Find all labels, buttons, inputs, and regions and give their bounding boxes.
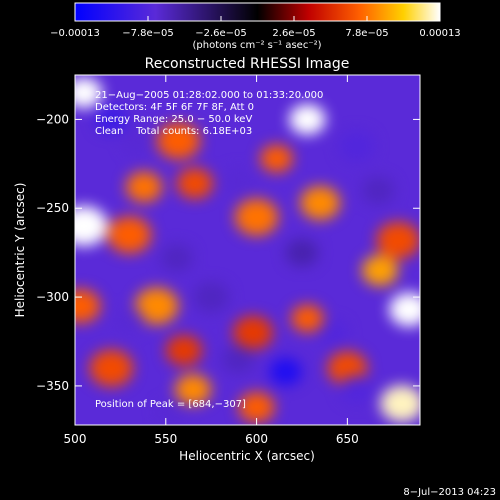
positive-emission-blob bbox=[232, 315, 273, 350]
y-tick-label: −250 bbox=[36, 201, 69, 215]
negative-emission-blob bbox=[160, 244, 194, 272]
positive-emission-blob bbox=[165, 334, 203, 366]
positive-emission-blob bbox=[107, 216, 152, 254]
heatmap-image bbox=[75, 75, 420, 425]
positive-emission-blob bbox=[361, 254, 399, 286]
negative-emission-blob bbox=[114, 307, 144, 333]
positive-emission-blob bbox=[289, 103, 326, 135]
negative-emission-blob bbox=[94, 105, 128, 134]
chart-title: Reconstructed RHESSI Image bbox=[145, 56, 350, 72]
axis-ticks: 500 550 600 650 −200 −250 −300 −350 bbox=[36, 75, 420, 446]
annotation-total-counts: Clean Total counts: 6.18E+03 bbox=[95, 126, 252, 137]
y-tick-label: −300 bbox=[36, 290, 69, 304]
negative-emission-blob bbox=[269, 357, 302, 386]
colorbar-tick-label: −2.6e−05 bbox=[195, 28, 247, 39]
positive-emission-blob bbox=[75, 77, 103, 109]
negative-emission-blob bbox=[340, 375, 373, 404]
negative-emission-blob bbox=[222, 345, 255, 374]
colorbar bbox=[74, 2, 441, 22]
negative-emission-blob bbox=[338, 130, 375, 162]
positive-emission-blob bbox=[156, 122, 201, 160]
y-tick-label: −350 bbox=[36, 379, 69, 393]
colorbar-tick-label: 7.8e−05 bbox=[345, 28, 388, 39]
positive-emission-blob bbox=[125, 171, 163, 203]
annotation-time-range: 21−Aug−2005 01:28:02.000 to 01:33:20.000 bbox=[95, 90, 323, 101]
negative-emission-blob bbox=[156, 400, 186, 425]
negative-emission-blob bbox=[285, 238, 319, 267]
colorbar-tick-label: −0.00013 bbox=[50, 28, 100, 39]
y-axis-label: Heliocentric Y (arcsec) bbox=[13, 183, 27, 318]
positive-emission-blob bbox=[134, 287, 179, 325]
positive-emission-blob bbox=[176, 167, 213, 199]
negative-emission-blob bbox=[193, 281, 230, 313]
y-tick-label: −200 bbox=[36, 112, 69, 126]
negative-emission-blob bbox=[222, 167, 255, 196]
footer-timestamp: 8−Jul−2013 04:23 bbox=[403, 487, 496, 498]
x-tick-label: 600 bbox=[245, 432, 268, 446]
positive-emission-blob bbox=[75, 205, 108, 247]
negative-emission-blob bbox=[318, 320, 348, 345]
x-tick-label: 650 bbox=[336, 432, 359, 446]
positive-emission-blob bbox=[300, 185, 341, 220]
negative-emission-blob bbox=[122, 126, 155, 155]
positive-emission-blob bbox=[260, 144, 293, 173]
colorbar-tick-label: −7.8e−05 bbox=[122, 28, 174, 39]
positive-emission-blob bbox=[389, 292, 420, 327]
x-tick-label: 500 bbox=[64, 432, 87, 446]
positive-emission-blob bbox=[174, 374, 212, 405]
positive-emission-blob bbox=[380, 385, 420, 423]
positive-emission-blob bbox=[238, 391, 275, 423]
positive-emission-blob bbox=[291, 304, 324, 333]
colorbar-ticks: −0.00013 −7.8e−05 −2.6e−05 2.6e−05 7.8e−05 0.… bbox=[50, 16, 461, 39]
x-tick-label: 550 bbox=[154, 432, 177, 446]
positive-emission-blob bbox=[234, 198, 279, 236]
colorbar-tick-label: 0.00013 bbox=[419, 28, 460, 39]
x-axis-label: Heliocentric X (arcsec) bbox=[179, 449, 315, 463]
positive-emission-blob bbox=[89, 349, 134, 387]
colorbar-tick-label: 2.6e−05 bbox=[272, 28, 315, 39]
annotation-detectors: Detectors: 4F 5F 6F 7F 8F, Att 0 bbox=[95, 102, 254, 113]
colorbar-units-label: (photons cm⁻² s⁻¹ asec⁻²) bbox=[192, 40, 321, 51]
plot-frame bbox=[74, 74, 421, 426]
negative-emission-blob bbox=[361, 176, 395, 205]
positive-emission-blob bbox=[376, 221, 420, 259]
annotation-energy-range: Energy Range: 25.0 − 50.0 keV bbox=[95, 114, 252, 125]
annotation-peak-position: Position of Peak = [684,−307] bbox=[95, 399, 246, 410]
